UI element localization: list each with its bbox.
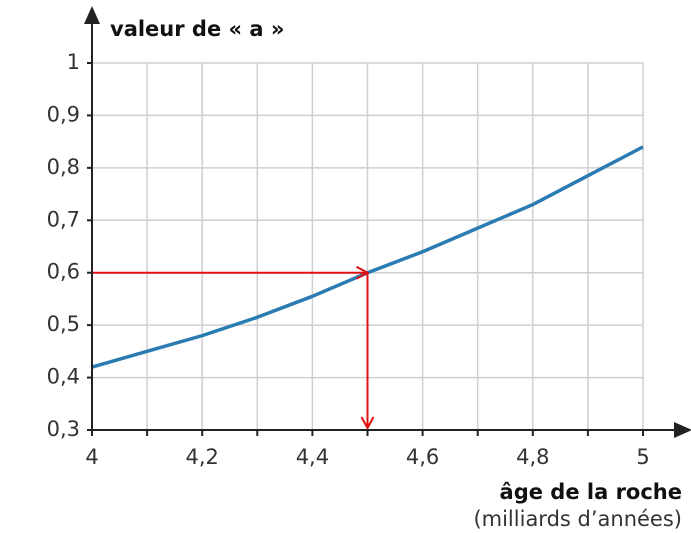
y-tick-label: 0,5 — [47, 312, 80, 336]
y-tick-label: 0,3 — [47, 417, 80, 441]
x-axis-label: âge de la roche — [500, 480, 682, 504]
x-tick-label: 4,6 — [406, 445, 439, 469]
y-tick-label: 0,9 — [47, 102, 80, 126]
x-tick-label: 4 — [85, 445, 98, 469]
x-tick-label: 4,8 — [516, 445, 549, 469]
x-tick-label: 4,4 — [296, 445, 329, 469]
x-tick-label: 5 — [636, 445, 649, 469]
y-tick-label: 1 — [67, 50, 80, 74]
x-axis-unit: (milliards d’années) — [473, 507, 682, 531]
y-tick-label: 0,6 — [47, 260, 80, 284]
grid — [91, 62, 644, 431]
y-tick-label: 0,7 — [47, 207, 80, 231]
plot — [91, 145, 644, 428]
y-tick-label: 0,8 — [47, 155, 80, 179]
y-axis-label: valeur de « a » — [110, 17, 284, 41]
x-tick-label: 4,2 — [185, 445, 218, 469]
y-tick-label: 0,4 — [47, 365, 80, 389]
